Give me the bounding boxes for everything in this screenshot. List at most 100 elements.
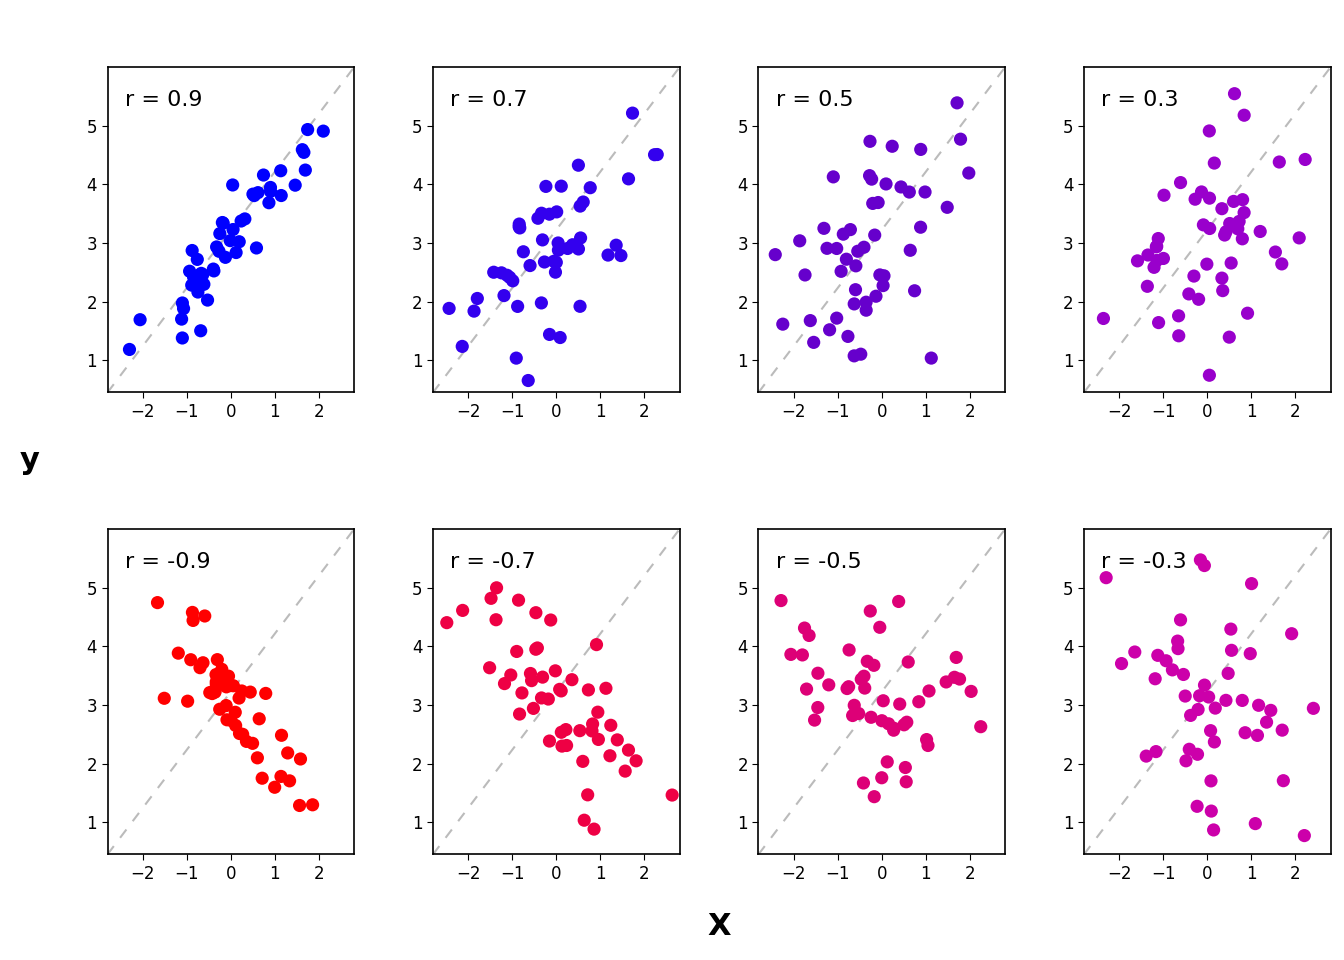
Point bbox=[208, 702, 230, 717]
Point bbox=[212, 216, 234, 231]
Point bbox=[1145, 239, 1167, 254]
Point bbox=[614, 763, 636, 779]
Point bbox=[172, 330, 194, 346]
Point bbox=[836, 252, 857, 267]
Point bbox=[1126, 253, 1148, 269]
Point bbox=[194, 276, 215, 292]
Point bbox=[587, 705, 609, 720]
Point bbox=[847, 244, 868, 259]
Point bbox=[845, 282, 867, 298]
Point bbox=[610, 248, 632, 263]
Point bbox=[480, 590, 501, 606]
Point bbox=[251, 771, 273, 786]
Text: r = 0.9: r = 0.9 bbox=[125, 90, 203, 110]
Point bbox=[1093, 311, 1114, 326]
Point bbox=[844, 698, 866, 713]
Point bbox=[855, 302, 876, 318]
Point bbox=[508, 592, 530, 608]
Point bbox=[1212, 283, 1234, 299]
Point bbox=[285, 178, 306, 193]
Point bbox=[556, 738, 578, 754]
Point bbox=[224, 718, 246, 733]
Point bbox=[247, 185, 269, 201]
Point bbox=[1234, 108, 1255, 123]
Point bbox=[587, 732, 609, 747]
Point bbox=[1175, 688, 1196, 704]
Point bbox=[871, 713, 892, 729]
Point bbox=[837, 328, 859, 344]
Point bbox=[859, 168, 880, 183]
Point bbox=[206, 674, 227, 689]
Point bbox=[540, 612, 562, 628]
Point bbox=[1204, 701, 1226, 716]
Point bbox=[118, 342, 140, 357]
Point bbox=[1137, 278, 1159, 294]
Point bbox=[263, 780, 285, 795]
Point bbox=[215, 672, 237, 687]
Point bbox=[625, 754, 646, 769]
Point bbox=[937, 200, 958, 215]
Point bbox=[583, 822, 605, 837]
Point bbox=[1220, 621, 1242, 636]
Point bbox=[546, 254, 567, 270]
Point bbox=[1144, 259, 1165, 275]
Point bbox=[534, 254, 555, 270]
Point bbox=[539, 326, 560, 342]
Point bbox=[508, 216, 530, 231]
Point bbox=[1228, 214, 1250, 229]
Point bbox=[223, 678, 245, 693]
Point bbox=[840, 222, 862, 237]
Point bbox=[1187, 799, 1208, 814]
Point bbox=[950, 132, 972, 147]
Point bbox=[278, 773, 300, 788]
Point bbox=[539, 733, 560, 749]
Point bbox=[478, 660, 500, 676]
Point bbox=[570, 230, 591, 246]
Point bbox=[512, 244, 534, 259]
Point bbox=[259, 180, 281, 195]
Point bbox=[1188, 292, 1210, 307]
Point bbox=[500, 667, 521, 683]
Point bbox=[1193, 678, 1215, 693]
Point bbox=[872, 693, 894, 708]
Point bbox=[599, 748, 621, 763]
Point bbox=[173, 300, 195, 316]
Point bbox=[187, 284, 208, 300]
Point bbox=[551, 738, 573, 754]
Point bbox=[1265, 245, 1286, 260]
Point bbox=[177, 693, 199, 708]
Point bbox=[863, 789, 884, 804]
Point bbox=[878, 716, 899, 732]
Point bbox=[532, 232, 554, 248]
Point bbox=[1293, 828, 1314, 843]
Point bbox=[1219, 329, 1241, 345]
Point bbox=[1145, 744, 1167, 759]
Point bbox=[577, 787, 598, 803]
Point bbox=[546, 204, 567, 220]
Point bbox=[222, 222, 243, 237]
Point bbox=[1199, 368, 1220, 383]
Point bbox=[1234, 204, 1255, 220]
Point bbox=[517, 372, 539, 388]
Point bbox=[945, 650, 966, 665]
Point bbox=[210, 226, 231, 241]
Point bbox=[961, 684, 982, 699]
Point bbox=[247, 750, 269, 765]
Point bbox=[771, 317, 793, 332]
Point bbox=[622, 106, 644, 121]
Point bbox=[921, 350, 942, 366]
Point bbox=[1144, 671, 1165, 686]
Point bbox=[796, 682, 817, 697]
Point bbox=[1146, 239, 1168, 254]
Point bbox=[1200, 773, 1222, 788]
Point bbox=[618, 742, 640, 757]
Point bbox=[582, 716, 603, 732]
Point bbox=[863, 658, 884, 673]
Point bbox=[895, 759, 917, 775]
Point bbox=[556, 241, 578, 256]
Point bbox=[539, 206, 560, 222]
Point bbox=[543, 253, 564, 269]
Point bbox=[192, 655, 214, 670]
Point bbox=[129, 312, 151, 327]
Point bbox=[597, 248, 618, 263]
